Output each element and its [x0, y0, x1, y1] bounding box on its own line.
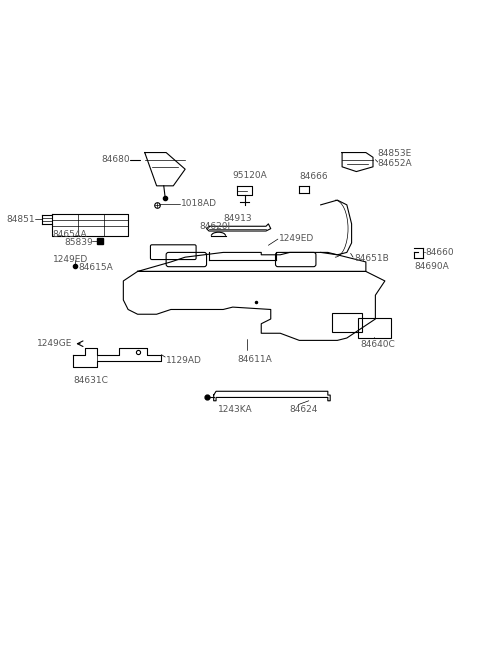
- Text: 84853E: 84853E: [378, 149, 412, 158]
- Text: 1249ED: 1249ED: [279, 234, 314, 242]
- Text: 84913: 84913: [223, 214, 252, 223]
- Text: 84654A: 84654A: [52, 230, 86, 239]
- Text: 84690A: 84690A: [414, 262, 449, 271]
- Text: 1129AD: 1129AD: [166, 356, 202, 365]
- Text: 84615A: 84615A: [78, 263, 113, 272]
- Text: 84660: 84660: [425, 248, 454, 257]
- Text: 84640C: 84640C: [360, 340, 395, 349]
- Text: 84851: 84851: [7, 215, 36, 223]
- Text: 1249GE: 1249GE: [37, 339, 72, 348]
- Text: 84666: 84666: [300, 172, 328, 181]
- Text: 84631C: 84631C: [73, 376, 108, 385]
- Text: 85839: 85839: [64, 238, 93, 248]
- Text: 84680: 84680: [101, 155, 130, 164]
- Text: 1249ED: 1249ED: [53, 255, 88, 264]
- Text: 84611A: 84611A: [238, 355, 272, 364]
- Text: 84624: 84624: [290, 405, 318, 414]
- Text: 1243KA: 1243KA: [217, 405, 252, 414]
- Text: 1018AD: 1018AD: [181, 200, 217, 208]
- Text: 84652A: 84652A: [378, 158, 412, 168]
- Text: 84620I: 84620I: [199, 222, 230, 231]
- Text: 84651B: 84651B: [354, 254, 389, 263]
- Text: 95120A: 95120A: [233, 171, 267, 180]
